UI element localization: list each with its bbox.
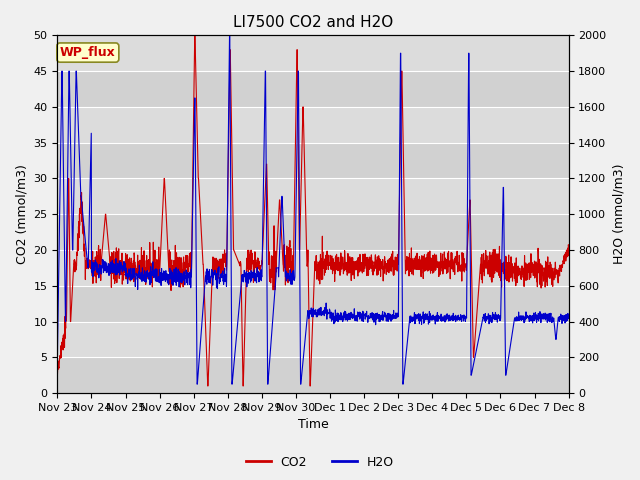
Y-axis label: CO2 (mmol/m3): CO2 (mmol/m3): [15, 164, 28, 264]
Bar: [58, 71, 568, 107]
Bar: [58, 214, 568, 250]
Title: LI7500 CO2 and H2O: LI7500 CO2 and H2O: [233, 15, 393, 30]
X-axis label: Time: Time: [298, 419, 328, 432]
Bar: [58, 357, 568, 393]
Legend: CO2, H2O: CO2, H2O: [241, 451, 399, 474]
Y-axis label: H2O (mmol/m3): H2O (mmol/m3): [612, 164, 625, 264]
Bar: [58, 286, 568, 322]
Text: WP_flux: WP_flux: [60, 46, 116, 59]
Bar: [58, 143, 568, 179]
